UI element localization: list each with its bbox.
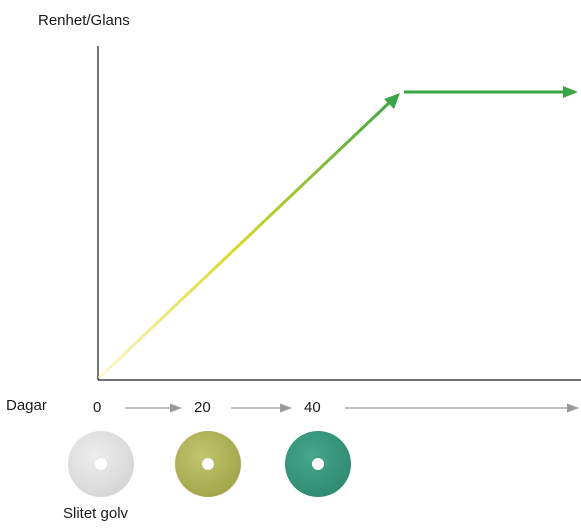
white-pad (68, 431, 134, 497)
tick-label: 0 (93, 399, 102, 416)
y-axis-label: Renhet/Glans (38, 12, 130, 29)
pad-center-hole (95, 458, 107, 470)
tick-label: 20 (194, 399, 211, 416)
x-axis-label: Dagar (6, 397, 47, 414)
caption: Slitet golv (63, 505, 129, 522)
timeline-arrow-head (280, 403, 292, 413)
ramp-arrowhead (384, 93, 400, 109)
pad-center-hole (312, 458, 324, 470)
tick-label: 40 (304, 399, 321, 416)
timeline-arrows (125, 403, 579, 413)
timeline-arrow-head (567, 403, 579, 413)
plateau-arrowhead (563, 86, 578, 98)
pad-center-hole (202, 458, 214, 470)
timeline-arrow-head (170, 403, 182, 413)
green-pad (285, 431, 351, 497)
olive-pad (175, 431, 241, 497)
ramp-line (97, 99, 393, 380)
